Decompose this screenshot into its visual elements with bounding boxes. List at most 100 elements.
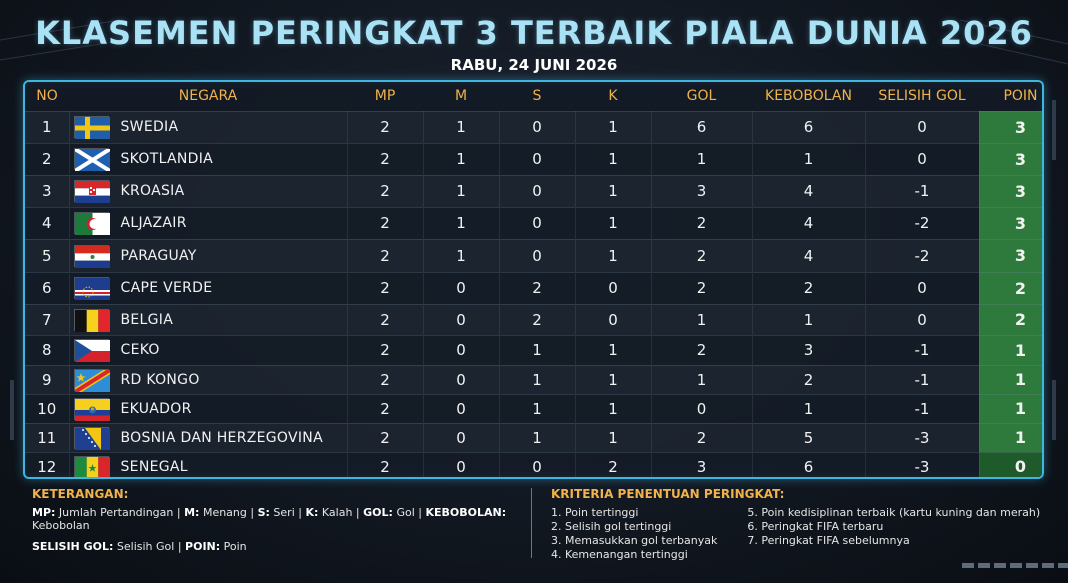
criteria-title: KRITERIA PENENTUAN PERINGKAT: [551, 487, 785, 501]
loss-cell: 1 [575, 422, 652, 452]
team-cell: RD KONGO [69, 364, 348, 395]
points-cell: 2 [979, 303, 1042, 335]
mp-cell: 2 [347, 271, 424, 304]
draw-cell: 0 [499, 451, 576, 477]
mp-cell: 2 [347, 303, 424, 335]
mp-cell: 2 [347, 110, 424, 143]
goals-against-cell: 6 [752, 451, 866, 477]
goals-against-cell: 4 [752, 174, 866, 207]
drcongo-flag-icon [72, 366, 112, 395]
team-name: SWEDIA [120, 119, 179, 135]
criteria-item: 1. Poin tertinggi [551, 506, 639, 519]
legend-abbr: MP: [32, 506, 56, 519]
team-cell: SENEGAL [69, 451, 348, 477]
col-header-poin: POIN [979, 82, 1042, 111]
scotland-flag-icon [73, 147, 111, 173]
goals-against-cell: 2 [752, 271, 866, 304]
points-cell: 1 [979, 364, 1042, 394]
team-cell: SWEDIA [69, 110, 348, 143]
loss-cell: 1 [575, 174, 652, 207]
team-name: RD KONGO [120, 371, 200, 388]
legend-title: KETERANGAN: [32, 487, 129, 501]
goals-against-cell: 5 [752, 422, 866, 452]
rank-cell: 12 [25, 451, 70, 477]
mp-cell: 2 [347, 422, 424, 452]
standings-board: NO NEGARA MP M S K GOL KEBOBOLAN SELISIH… [23, 80, 1044, 479]
goals-for-cell: 0 [651, 393, 753, 423]
rank-cell: 1 [25, 110, 70, 143]
team-cell: BELGIA [69, 303, 348, 335]
legend-abbr: SELISIH GOL: [32, 540, 114, 553]
draw-cell: 0 [499, 174, 576, 207]
croatia-flag-icon [73, 180, 110, 203]
table-body: 1 SWEDIA 2 1 0 1 6 6 0 3 2 SKOTLANDIA 2 1 0 1 1 1 0 3 3 KROAS… [25, 110, 1042, 477]
goal-diff-cell: -3 [865, 451, 980, 477]
goals-for-cell: 2 [651, 206, 753, 239]
goals-for-cell: 2 [651, 271, 753, 304]
col-header-no: NO [25, 82, 69, 111]
points-cell: 3 [979, 238, 1042, 272]
draw-cell: 0 [499, 142, 576, 175]
points-cell: 2 [979, 271, 1042, 304]
goal-diff-cell: -1 [865, 393, 980, 423]
rank-cell: 8 [25, 334, 70, 365]
criteria-item: 3. Memasukkan gol terbanyak [551, 534, 718, 547]
win-cell: 0 [423, 271, 500, 304]
legend-text: Kebobolan [32, 519, 90, 532]
table-row: 3 KROASIA 2 1 0 1 3 4 -1 3 [25, 174, 1042, 207]
goal-diff-cell: -1 [865, 174, 980, 207]
goal-diff-cell: -1 [865, 364, 980, 394]
table-row: 12 SENEGAL 2 0 0 2 3 6 -3 0 [25, 451, 1042, 477]
win-cell: 0 [423, 364, 500, 394]
legend-abbr: KEBOBOLAN: [425, 506, 507, 519]
goals-against-cell: 4 [752, 238, 866, 272]
col-header-selisih-gol: SELISIH GOL [865, 82, 979, 111]
loss-cell: 1 [575, 142, 652, 175]
goal-diff-cell: 0 [865, 271, 980, 304]
algeria-flag-icon [73, 212, 110, 235]
win-cell: 1 [423, 206, 500, 239]
team-cell: EKUADOR [69, 393, 348, 423]
win-cell: 0 [423, 451, 500, 477]
goals-for-cell: 1 [651, 142, 753, 175]
legend-text: Gol [396, 506, 415, 519]
legend-line-1: MP: Jumlah Pertandingan | M: Menang | S:… [32, 506, 507, 532]
legend-text: Poin [223, 540, 247, 553]
col-header-gol: GOL [651, 82, 752, 111]
team-name: CAPE VERDE [120, 280, 213, 296]
legend-divider [531, 488, 532, 558]
legend: KETERANGAN: MP: Jumlah Pertandingan | M:… [32, 487, 522, 561]
legend-text: Selisih Gol [116, 540, 175, 553]
team-cell: BOSNIA DAN HERZEGOVINA [69, 422, 348, 452]
goals-against-cell: 4 [752, 206, 866, 239]
team-cell: KROASIA [69, 174, 348, 207]
loss-cell: 0 [575, 303, 652, 335]
team-name: EKUADOR [120, 400, 192, 417]
rank-cell: 3 [25, 174, 70, 207]
mp-cell: 2 [347, 364, 424, 394]
mp-cell: 2 [347, 206, 424, 239]
legend-abbr: GOL: [363, 506, 393, 519]
legend-abbr: POIN: [185, 540, 221, 553]
col-header-m: M [423, 82, 499, 111]
criteria-list: 1. Poin tertinggi 2. Selisih gol terting… [551, 506, 1051, 562]
table-row: 1 SWEDIA 2 1 0 1 6 6 0 3 [25, 110, 1042, 143]
win-cell: 1 [423, 174, 500, 207]
table-row: 9 RD KONGO 2 0 1 1 1 2 -1 1 [25, 364, 1042, 395]
goal-diff-cell: -2 [865, 206, 980, 239]
legend-abbr: S: [257, 506, 270, 519]
loss-cell: 1 [575, 364, 652, 394]
criteria-column-1: 1. Poin tertinggi 2. Selisih gol terting… [551, 506, 717, 562]
legend-abbr: K: [305, 506, 319, 519]
table-header-row: NO NEGARA MP M S K GOL KEBOBOLAN SELISIH… [25, 82, 1042, 111]
draw-cell: 0 [499, 110, 576, 143]
rank-cell: 2 [25, 142, 70, 175]
team-name: SKOTLANDIA [120, 151, 214, 167]
loss-cell: 1 [575, 238, 652, 272]
team-cell: SKOTLANDIA [69, 142, 348, 175]
legend-text: Menang [202, 506, 247, 519]
mp-cell: 2 [347, 393, 424, 423]
goals-for-cell: 6 [651, 110, 753, 143]
draw-cell: 1 [499, 334, 576, 365]
team-name: SENEGAL [120, 458, 188, 475]
